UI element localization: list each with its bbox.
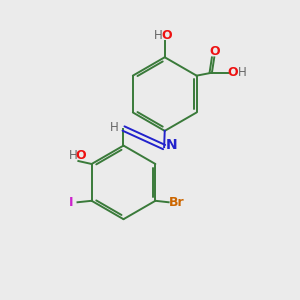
Text: N: N [166,138,177,152]
Text: Br: Br [169,196,185,209]
Text: H: H [154,29,163,42]
Text: H: H [110,121,118,134]
Text: O: O [161,29,172,42]
Text: O: O [209,45,220,58]
Text: H: H [238,66,246,79]
Text: O: O [75,149,86,162]
Text: O: O [228,66,238,79]
Text: H: H [68,149,77,162]
Text: I: I [69,196,74,209]
